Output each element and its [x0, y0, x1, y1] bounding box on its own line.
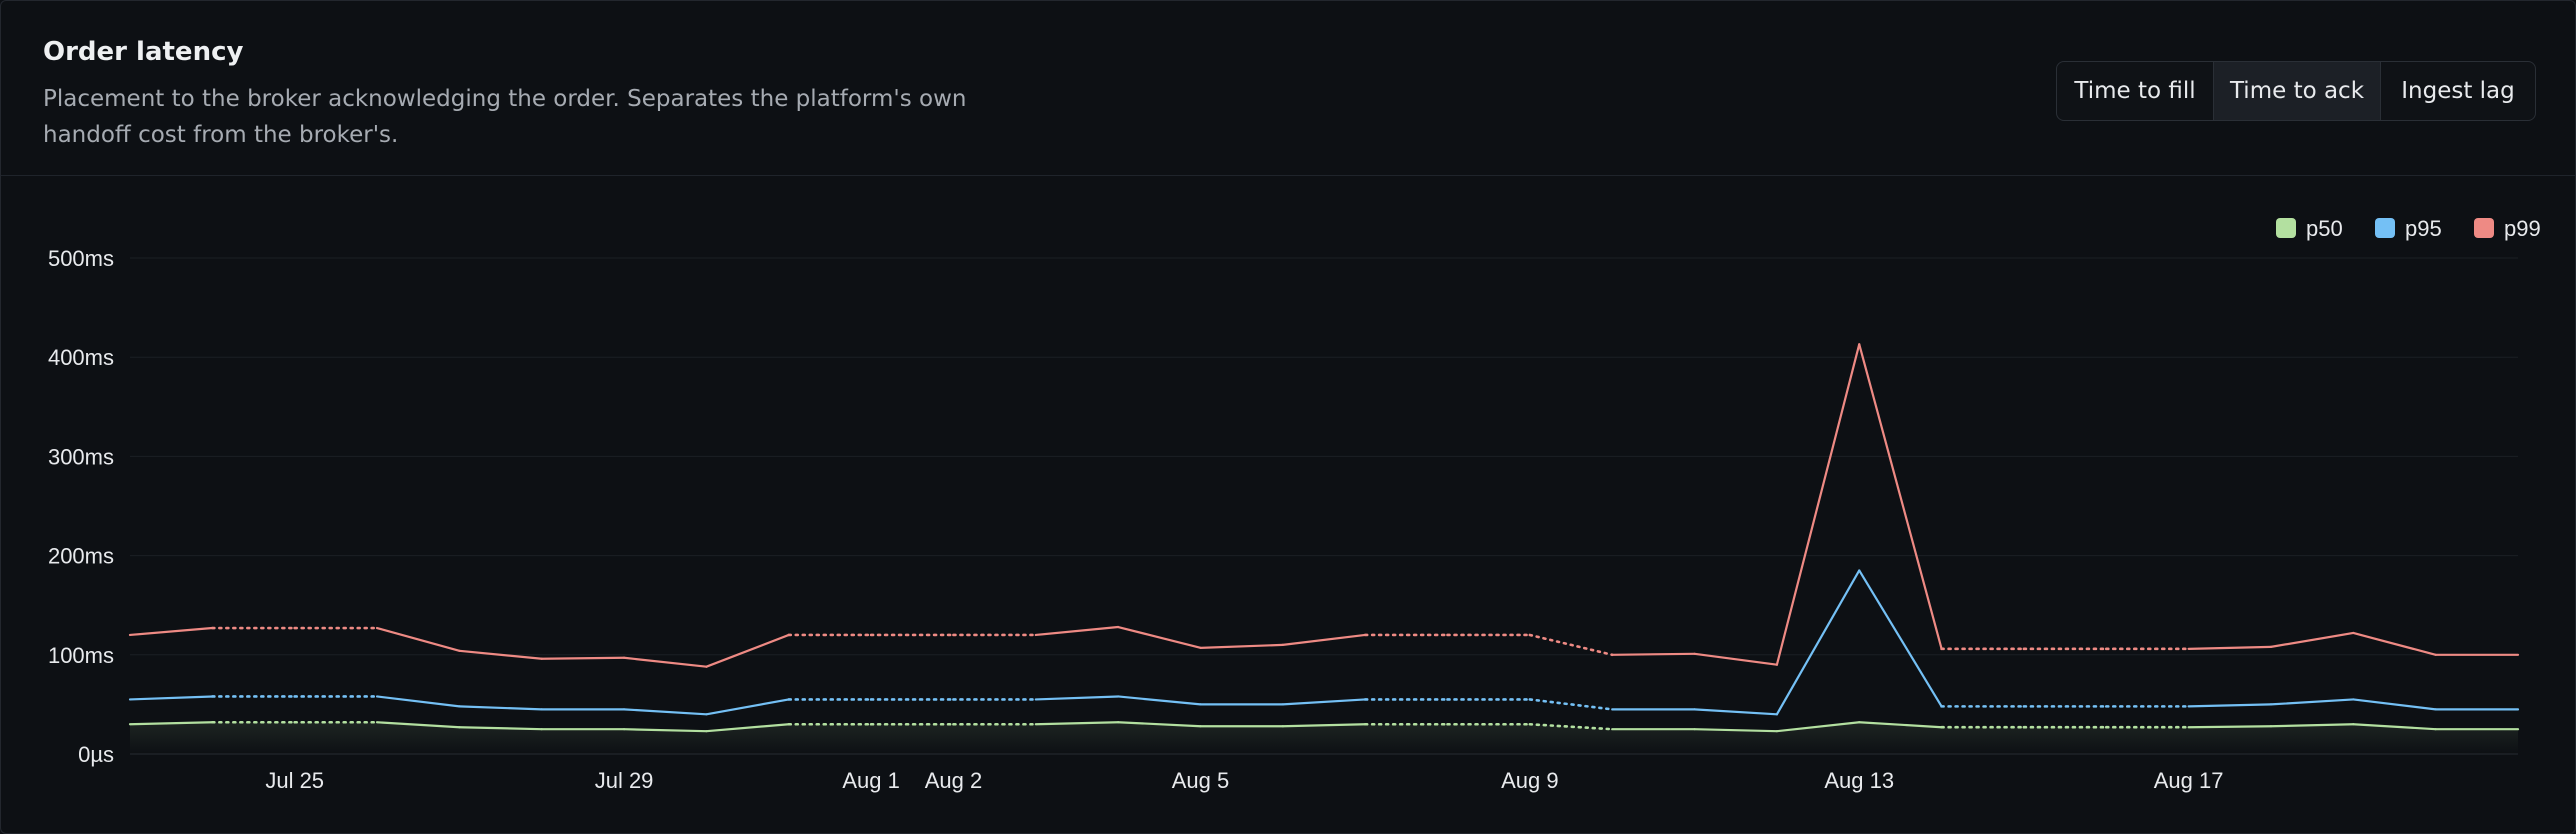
series-p99-segment — [540, 656, 626, 660]
x-tick-label: Aug 2 — [925, 768, 983, 793]
legend-swatch-p50 — [2276, 218, 2296, 238]
series-p95-segment — [1034, 695, 1120, 701]
series-p99-segment — [1117, 625, 1202, 649]
description-line-2: handoff cost from the broker's. — [43, 122, 399, 148]
series-p50-segment — [1858, 721, 1943, 729]
series-p99-segment — [1611, 652, 1696, 656]
series-p99-segment — [1858, 343, 1943, 650]
y-tick-label: 300ms — [48, 444, 114, 469]
series-p50-segment — [1693, 728, 1778, 733]
series-p50-segment — [375, 721, 461, 729]
legend-label-p50: p50 — [2306, 216, 2343, 241]
series-p99-segment — [1281, 633, 1367, 646]
y-tick-label: 400ms — [48, 345, 114, 370]
x-tick-label: Aug 9 — [1501, 768, 1559, 793]
metric-tabs: Time to fill Time to ack Ingest lag — [2056, 61, 2536, 121]
tab-time-to-ack[interactable]: Time to ack — [2214, 62, 2381, 120]
series-p95-segment — [1281, 698, 1367, 706]
y-tick-label: 100ms — [48, 643, 114, 668]
x-tick-label: Jul 25 — [265, 768, 324, 793]
series-p99-segment — [622, 656, 708, 668]
series-p50-segment — [2269, 723, 2355, 728]
series-p50-segment — [128, 721, 214, 726]
legend-swatch-p99 — [2474, 218, 2494, 238]
series-p50-segment — [705, 723, 790, 733]
legend-swatch-p95 — [2375, 218, 2395, 238]
series-p95-segment — [2269, 698, 2355, 706]
series-p99-segment — [705, 633, 790, 668]
tab-time-to-fill[interactable]: Time to fill — [2057, 62, 2214, 120]
series-p99-segment — [1693, 652, 1778, 666]
y-tick-label: 200ms — [48, 544, 114, 569]
chart-description: Placement to the broker acknowledging th… — [43, 81, 1043, 153]
series-p50-segment — [458, 726, 543, 731]
series-p95-segment — [128, 695, 214, 701]
series-p50-segment — [1775, 721, 1861, 733]
series-p99-segment — [2269, 631, 2355, 648]
y-tick-label: 500ms — [48, 246, 114, 271]
series-p50 — [128, 720, 2520, 733]
series-p99-segment — [128, 626, 214, 637]
legend-label-p95: p95 — [2405, 216, 2442, 241]
series-p95-segment — [1117, 695, 1202, 706]
card-header: Order latency Placement to the broker ac… — [1, 1, 2575, 176]
series-p99-segment — [1528, 633, 1614, 657]
legend-label-p99: p99 — [2504, 216, 2541, 241]
series-p99-segment — [1775, 343, 1861, 666]
series-p99-segment — [2187, 645, 2273, 650]
series-p99-segment — [1034, 625, 1120, 637]
series-p95-segment — [1693, 708, 1778, 716]
x-tick-label: Aug 17 — [2154, 768, 2224, 793]
y-tick-label: 0µs — [78, 742, 114, 767]
series-p95-segment — [2187, 703, 2273, 708]
series-p95-segment — [705, 698, 790, 716]
legend-item-p50[interactable]: p50 — [2276, 216, 2343, 241]
tab-ingest-lag[interactable]: Ingest lag — [2401, 78, 2515, 104]
description-line-1: Placement to the broker acknowledging th… — [43, 86, 967, 112]
x-tick-label: Aug 5 — [1172, 768, 1230, 793]
series-p95-segment — [458, 705, 543, 711]
legend-item-p99[interactable]: p99 — [2474, 216, 2541, 241]
series-p99-segment — [375, 626, 461, 652]
series-p95-segment — [1528, 698, 1614, 711]
series-p50-segment — [1281, 723, 1367, 728]
series-p95-segment — [622, 708, 708, 716]
series-p50-segment — [2352, 723, 2437, 731]
series-p50-segment — [1528, 722, 1614, 731]
x-tick-label: Aug 1 — [842, 768, 900, 793]
series-p99-segment — [1199, 643, 1284, 649]
series-p99 — [128, 343, 2520, 668]
series-p95 — [128, 569, 2520, 716]
legend-item-p95[interactable]: p95 — [2375, 216, 2442, 241]
series-p50-segment — [2187, 725, 2273, 729]
series-p95-segment — [1775, 569, 1861, 716]
series-p99-segment — [2352, 631, 2437, 656]
series-p50-segment — [1117, 721, 1202, 728]
series-p50-segment — [1034, 721, 1120, 726]
x-tick-label: Jul 29 — [595, 768, 654, 793]
series-p99-segment — [458, 649, 543, 660]
series-p50-segment — [622, 728, 708, 733]
series-p95-segment — [1858, 569, 1943, 708]
x-tick-label: Aug 13 — [1824, 768, 1894, 793]
series-p95-segment — [375, 695, 461, 708]
chart-title: Order latency — [43, 37, 244, 67]
series-p95-segment — [2352, 698, 2437, 711]
